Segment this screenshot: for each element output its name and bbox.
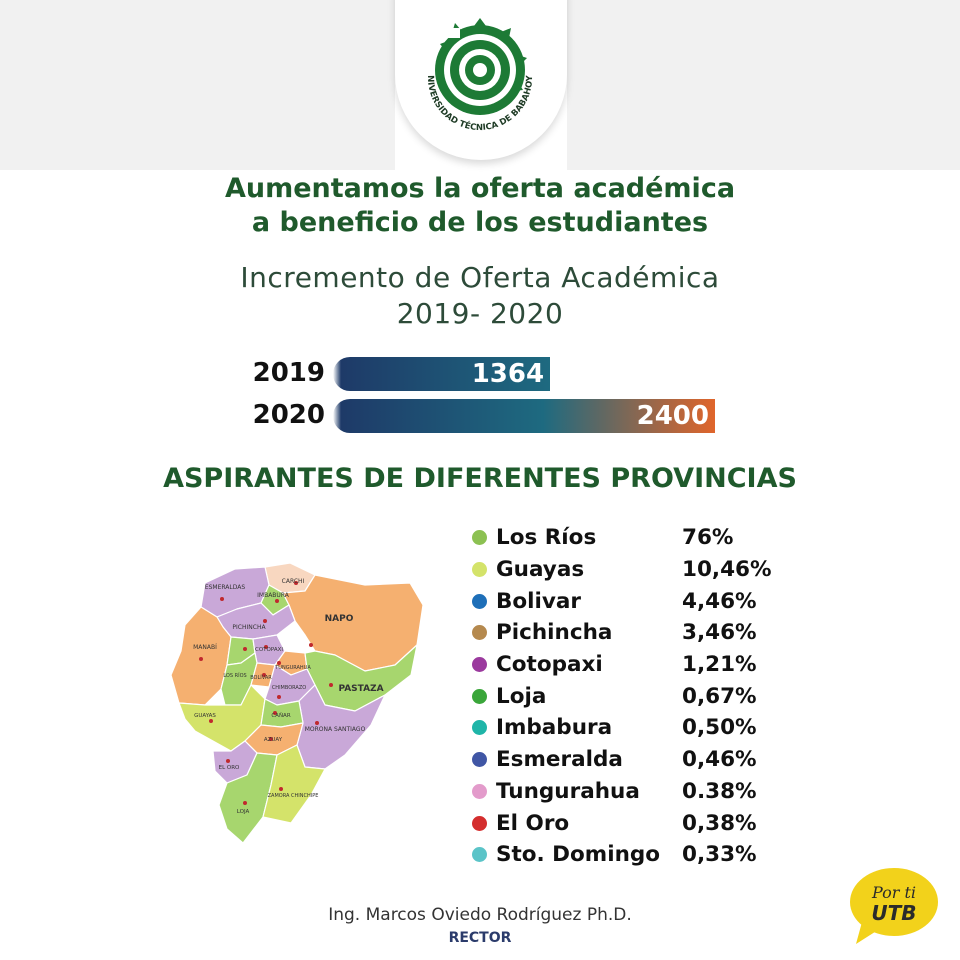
legend-dot-icon [472, 657, 487, 673]
map-label-zamora: ZAMORA CHINCHIPE [268, 793, 319, 799]
legend-province-name: Los Ríos [496, 525, 597, 551]
legend-province-name: Cotopaxi [496, 652, 603, 678]
map-label-azuay: AZUAY [264, 737, 283, 743]
legend-dot-icon [472, 752, 487, 768]
legend-row: Cotopaxi 1,21% [472, 649, 792, 681]
map-label-los-rios: LOS RÍOS [223, 672, 246, 679]
bar-value-2020: 2400 [636, 401, 709, 431]
map-label-guayas: GUAYAS [194, 713, 216, 719]
map-label-esmeraldas: ESMERALDAS [205, 584, 246, 591]
legend-province-percent: 76% [682, 525, 734, 551]
map-label-tungurahua: TUNGURAHUA [274, 665, 311, 671]
bar-label-2020: 2020 [252, 400, 325, 430]
legend-dot-icon [472, 847, 487, 863]
legend-province-percent: 0,38% [682, 810, 757, 836]
spiral-emblem-icon [435, 18, 527, 115]
legend-province-percent: 4,46% [682, 588, 757, 614]
legend-row: Guayas 10,46% [472, 554, 792, 586]
legend-dot-icon [472, 530, 487, 546]
legend-dot-icon [472, 562, 487, 578]
legend-row: Sto. Domingo 0,33% [472, 839, 792, 871]
chart-title-text: Incremento de Oferta Académica [240, 261, 720, 294]
bar-2020: 2400 [333, 399, 715, 433]
legend-row: El Oro 0,38% [472, 807, 792, 839]
legend-province-name: El Oro [496, 810, 570, 836]
map-label-pichincha: PICHINCHA [232, 624, 266, 631]
chart-title: Incremento de Oferta Académica 2019- 202… [0, 260, 960, 332]
legend-dot-icon [472, 593, 487, 609]
map-label-loja: LOJA [237, 809, 250, 815]
legend-province-percent: 0,33% [682, 842, 757, 868]
legend-row: Esmeralda 0,46% [472, 744, 792, 776]
legend-dot-icon [472, 783, 487, 799]
legend-province-name: Loja [496, 683, 547, 709]
legend-row: Loja 0,67% [472, 680, 792, 712]
university-logo: UNIVERSIDAD TÉCNICA DE BABAHOYO [410, 8, 535, 133]
province-legend: Los Ríos 76% Guayas 10,46% Bolivar 4,46% Pichi… [472, 522, 792, 871]
provinces-section-title: ASPIRANTES DE DIFERENTES PROVINCIAS [163, 463, 797, 494]
map-label-carchi: CARCHI [282, 578, 305, 585]
map-region-zamora [262, 744, 326, 824]
ecuador-map: CARCHI ESMERALDAS IMBABURA NAPO PICHINCH… [170, 562, 424, 844]
legend-province-name: Sto. Domingo [496, 842, 661, 868]
legend-row: Pichincha 3,46% [472, 617, 792, 649]
chart-subtitle-text: 2019- 2020 [396, 297, 564, 330]
legend-province-percent: 0,46% [682, 747, 757, 773]
bar-value-2019: 1364 [471, 359, 545, 389]
legend-province-percent: 10,46% [682, 557, 772, 583]
header-background-left [0, 0, 395, 170]
signer-name: Ing. Marcos Oviedo Rodríguez Ph.D. [328, 905, 632, 925]
map-label-bolivar: BOLÍVAR [250, 674, 272, 681]
legend-province-name: Esmeralda [496, 747, 623, 773]
badge-speech-bubble-icon [850, 868, 938, 936]
legend-dot-icon [472, 720, 487, 736]
legend-province-percent: 0,67% [682, 683, 757, 709]
legend-row: Los Ríos 76% [472, 522, 792, 554]
legend-province-percent: 0,50% [682, 715, 757, 741]
legend-dot-icon [472, 815, 487, 831]
header-background-right [567, 0, 960, 170]
map-label-imbabura: IMBABURA [257, 592, 290, 599]
legend-dot-icon [472, 688, 487, 704]
bar-label-2019: 2019 [252, 358, 325, 388]
map-label-morona: MORONA SANTIAGO [305, 726, 366, 733]
map-label-napo: NAPO [325, 614, 354, 624]
legend-row: Tungurahua 0.38% [472, 776, 792, 808]
legend-province-name: Bolivar [496, 588, 582, 614]
legend-province-percent: 1,21% [682, 652, 757, 678]
legend-province-name: Pichincha [496, 620, 613, 646]
map-label-el-oro: EL ORO [219, 765, 240, 771]
badge-line-1: Por ti [871, 883, 916, 902]
legend-province-name: Guayas [496, 557, 585, 583]
map-label-cotopaxi: COTOPAXI [255, 647, 283, 653]
map-label-canar: CAÑAR [271, 712, 290, 719]
headline-line-2: a beneficio de los estudiantes [251, 207, 709, 238]
map-label-pastaza: PASTAZA [338, 684, 383, 694]
legend-province-percent: 3,46% [682, 620, 757, 646]
bar-2019: 1364 [333, 357, 551, 391]
headline-line-1: Aumentamos la oferta académica [224, 173, 736, 204]
map-label-chimborazo: CHIMBORAZO [272, 685, 306, 691]
headline: Aumentamos la oferta académica a benefic… [0, 172, 960, 240]
signer-role: RECTOR [448, 930, 512, 946]
legend-dot-icon [472, 625, 487, 641]
legend-row: Bolivar 4,46% [472, 585, 792, 617]
por-ti-utb-badge: Por ti UTB [850, 868, 938, 944]
legend-province-name: Imbabura [496, 715, 613, 741]
legend-row: Imbabura 0,50% [472, 712, 792, 744]
legend-province-percent: 0.38% [682, 778, 757, 804]
legend-province-name: Tungurahua [496, 778, 640, 804]
map-label-manabi: MANABÍ [193, 644, 217, 651]
badge-line-2: UTB [871, 901, 916, 925]
